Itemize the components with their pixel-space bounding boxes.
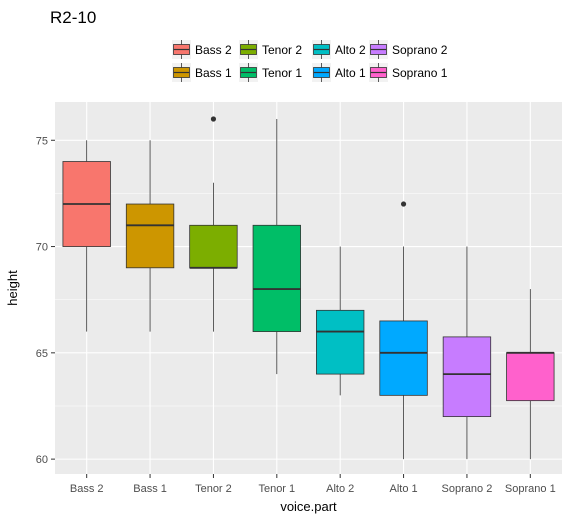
legend-label: Tenor 1 [262, 66, 302, 80]
legend-item-soprano-2: Soprano 2 [369, 40, 448, 59]
x-tick-label-tenor-1: Tenor 1 [258, 483, 295, 495]
x-axis: Bass 2 Bass 1 Tenor 2 Tenor 1 Alto 2 Alto 1 So… [70, 474, 556, 495]
box-soprano-2 [442, 246, 492, 460]
legend-item-tenor-2: Tenor 2 [239, 40, 302, 59]
legend-label: Bass 1 [195, 66, 232, 80]
box-body [189, 224, 238, 269]
box-alto-2 [316, 246, 365, 396]
plot-panel [55, 102, 562, 474]
box-body [506, 352, 555, 402]
x-tick-label-tenor-2: Tenor 2 [195, 483, 232, 495]
box-body [379, 320, 428, 396]
boxplots [62, 116, 555, 460]
x-tick-label-bass-2: Bass 2 [70, 483, 104, 495]
legend-item-bass-1: Bass 1 [172, 63, 232, 82]
legend-label: Alto 1 [335, 66, 366, 80]
box-body [316, 309, 365, 375]
legend-label: Soprano 1 [392, 66, 448, 80]
x-axis-title: voice.part [280, 499, 337, 514]
y-tick-label: 70 [36, 242, 48, 254]
legend-label: Bass 2 [195, 43, 232, 57]
outlier-point [210, 116, 217, 122]
y-tick-label: 60 [36, 454, 48, 466]
box-body [125, 203, 175, 269]
x-tick-label-alto-2: Alto 2 [326, 483, 354, 495]
y-tick-label: 75 [36, 135, 48, 147]
x-tick-label-soprano-1: Soprano 1 [505, 483, 556, 495]
y-axis: 60 65 70 75 [36, 135, 55, 466]
box-body [252, 224, 301, 332]
chart-title: R2-10 [50, 8, 96, 27]
box-soprano-1 [506, 289, 555, 460]
x-tick-label-alto-1: Alto 1 [389, 483, 417, 495]
x-tick-label-bass-1: Bass 1 [133, 483, 167, 495]
outlier-point [400, 201, 407, 207]
legend-label: Soprano 2 [392, 43, 448, 57]
box-bass-2 [62, 140, 111, 332]
legend-item-alto-1: Alto 1 [312, 63, 366, 82]
box-body [442, 336, 492, 418]
legend-label: Tenor 2 [262, 43, 302, 57]
box-tenor-1 [252, 119, 301, 375]
legend-item-bass-2: Bass 2 [172, 40, 232, 59]
legend-item-soprano-1: Soprano 1 [369, 63, 448, 82]
y-tick-label: 65 [36, 348, 48, 360]
x-tick-label-soprano-2: Soprano 2 [442, 483, 493, 495]
legend-item-alto-2: Alto 2 [312, 40, 366, 59]
box-bass-1 [125, 140, 175, 332]
y-axis-title: height [5, 270, 20, 306]
box-alto-1 [379, 201, 428, 460]
legend-item-tenor-1: Tenor 1 [239, 63, 302, 82]
box-tenor-2 [189, 116, 238, 332]
legend-label: Alto 2 [335, 43, 366, 57]
legend: Bass 2 Tenor 2 Alto 2 Soprano 2 Bass 1 Tenor … [172, 40, 448, 82]
